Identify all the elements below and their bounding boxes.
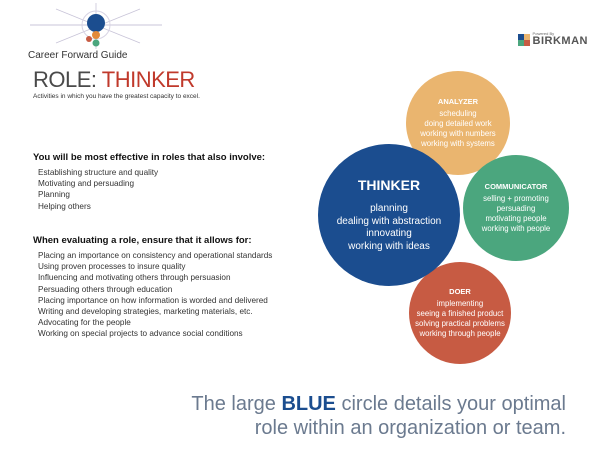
analyzer-item: doing detailed work (424, 119, 492, 128)
thinker-title: THINKER (357, 177, 421, 193)
tagline-part-2: circle details your optimal (335, 393, 566, 415)
analyzer-item: working with systems (421, 139, 495, 148)
role-title: ROLE: THINKER (33, 68, 195, 92)
guide-title: Career Forward Guide (28, 50, 128, 61)
communicator-item: persuading (496, 204, 536, 213)
thinker-circle: THINKER planning dealing with abstractio… (318, 144, 460, 286)
brand-name: BIRKMAN (532, 35, 588, 47)
list-item: Helping others (38, 201, 91, 211)
logo-orange-dot (92, 31, 100, 39)
birkman-mark-icon (517, 33, 530, 46)
doer-item: seeing a finished product (416, 309, 504, 318)
career-guide-logo (30, 3, 162, 49)
role-prefix: ROLE: (33, 67, 97, 92)
effective-heading: You will be most effective in roles that… (33, 152, 266, 163)
list-item: Writing and developing strategies, marke… (38, 307, 253, 317)
thinker-item: innovating (366, 228, 412, 239)
logo-blue-dot (87, 14, 105, 32)
role-subtitle: Activities in which you have the greates… (33, 93, 200, 100)
analyzer-title: ANALYZER (437, 97, 479, 106)
list-item: Placing importance on how information is… (38, 295, 268, 305)
analyzer-item: scheduling (439, 109, 477, 118)
birkman-logo: Powered By BIRKMAN (517, 31, 588, 47)
doer-circle: DOER implementing seeing a finished prod… (409, 262, 511, 364)
communicator-item: motivating people (485, 214, 547, 223)
evaluating-list: Placing an importance on consistency and… (38, 250, 272, 340)
thinker-item: working with ideas (348, 240, 430, 252)
list-item: Using proven processes to insure quality (38, 262, 186, 272)
thinker-item: dealing with abstraction (336, 215, 442, 227)
tagline-highlight: BLUE (281, 393, 336, 415)
role-name: THINKER (101, 67, 196, 92)
analyzer-item: working with numbers (420, 129, 496, 138)
doer-item: solving practical problems (415, 319, 505, 328)
tagline-part-1: The large (191, 393, 282, 415)
list-item: Establishing structure and quality (38, 168, 159, 177)
brand-powered-by: Powered By (532, 31, 555, 36)
tagline-line-1: The large BLUE circle details your optim… (191, 392, 566, 416)
logo-red-dot (86, 36, 92, 42)
list-item: Motivating and persuading (38, 179, 135, 189)
tagline-line-2: role within an organization or team. (254, 417, 566, 439)
list-item: Influencing and motivating others throug… (38, 273, 231, 283)
evaluating-heading: When evaluating a role, ensure that it a… (33, 235, 252, 246)
list-item: Persuading others through education (38, 284, 173, 294)
doer-item: working through people (419, 329, 501, 338)
list-item: Planning (38, 190, 70, 200)
tagline: The large BLUE circle details your optim… (191, 392, 566, 440)
effective-list: Establishing structure and quality Motiv… (38, 167, 158, 212)
communicator-item: selling + promoting (483, 194, 549, 203)
list-item: Advocating for the people (38, 318, 131, 328)
doer-title: DOER (449, 287, 471, 296)
list-item: Placing an importance on consistency and… (38, 251, 273, 260)
communicator-item: working with people (481, 224, 551, 233)
doer-item: implementing (436, 299, 484, 308)
logo-green-dot (92, 39, 100, 47)
communicator-circle: COMMUNICATOR selling + promoting persuad… (463, 155, 569, 261)
communicator-title: COMMUNICATOR (484, 182, 548, 191)
thinker-item: planning (370, 203, 408, 214)
list-item: Working on special projects to advance s… (38, 329, 243, 339)
